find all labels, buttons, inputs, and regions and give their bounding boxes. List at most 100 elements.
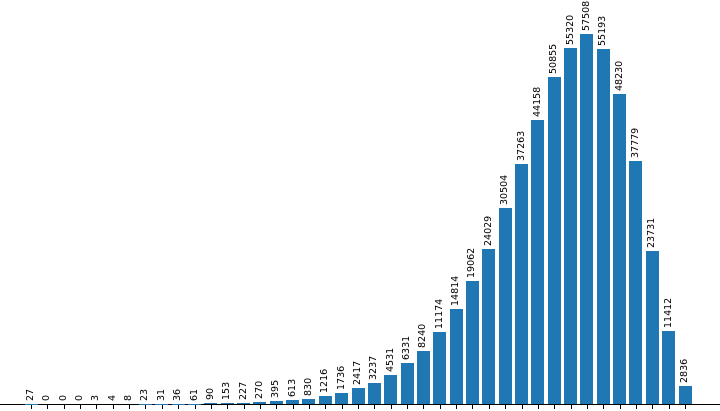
bar-value-label: 2836 [679, 358, 690, 383]
bar-value-label: 90 [204, 388, 216, 401]
bar [433, 332, 447, 404]
x-axis-tick [210, 405, 212, 409]
x-axis-tick [325, 405, 327, 409]
bar [237, 402, 251, 404]
x-axis-tick [456, 405, 458, 409]
x-axis-tick [635, 405, 637, 409]
x-axis-tick [505, 405, 507, 409]
bar-value-label: 153 [221, 381, 233, 401]
x-axis-tick [308, 405, 310, 409]
bar [580, 34, 594, 404]
x-axis-tick [227, 405, 229, 409]
bar-value-label: 37779 [629, 127, 641, 158]
x-axis-line [0, 404, 720, 405]
bar [220, 403, 234, 404]
bar [564, 48, 578, 404]
x-axis-tick [161, 405, 163, 409]
bar-value-label: 14814 [450, 275, 462, 306]
bar [613, 93, 627, 404]
bar [596, 48, 610, 404]
x-axis-tick [390, 405, 392, 409]
x-axis-tick [276, 405, 278, 409]
bar-value-label: 30504 [499, 174, 511, 205]
x-axis-tick [570, 405, 572, 409]
bar [253, 402, 267, 404]
bar [384, 374, 398, 404]
x-axis-tick [652, 405, 654, 409]
bar-value-label: 27 [25, 388, 36, 401]
bar-value-label: 37263 [515, 131, 527, 162]
bar-value-label: 830 [302, 377, 314, 396]
bar [645, 251, 659, 404]
bar-value-label: 23731 [646, 218, 658, 249]
x-axis-tick [488, 405, 490, 409]
x-axis-tick [586, 405, 588, 409]
bar [449, 308, 463, 404]
bar-value-label: 4 [106, 394, 118, 401]
bar-value-label: 395 [270, 380, 282, 399]
x-axis-tick [259, 405, 261, 409]
bar [547, 76, 561, 404]
x-axis-tick [358, 405, 359, 409]
bar [662, 330, 676, 404]
x-axis-tick [668, 405, 670, 409]
bar-value-label: 8 [123, 394, 135, 401]
x-axis-tick [423, 405, 425, 409]
bar-value-label: 3 [90, 394, 102, 401]
x-axis-tick [374, 405, 376, 409]
x-axis-tick [472, 405, 474, 409]
x-axis-tick [194, 405, 196, 409]
bar [482, 249, 496, 404]
x-axis-tick [292, 405, 294, 409]
bar-value-label: 4531 [384, 347, 396, 372]
bar-value-label: 0 [57, 394, 69, 401]
bar [335, 392, 349, 404]
bar-value-label: 11174 [433, 298, 445, 330]
x-axis-tick [80, 405, 82, 409]
x-axis-tick [619, 405, 621, 409]
bar-value-label: 11412 [662, 297, 674, 328]
bar-value-label: 36 [172, 388, 184, 401]
bar [515, 164, 528, 404]
x-axis-tick [112, 405, 114, 409]
bar [318, 396, 332, 404]
bar-value-label: 23 [139, 388, 151, 401]
x-axis-tick [31, 405, 32, 409]
x-axis-tick [439, 405, 441, 409]
x-axis-tick [47, 405, 49, 409]
bar-value-label: 24029 [482, 216, 494, 247]
x-axis-tick [685, 405, 686, 409]
x-axis-tick [407, 405, 409, 409]
bar-value-label: 6331 [401, 336, 413, 361]
bar [302, 398, 316, 404]
x-axis-tick [178, 405, 180, 409]
bar-value-label: 44158 [531, 86, 543, 117]
bar [678, 385, 692, 404]
bar-value-label: 1736 [335, 365, 347, 390]
x-axis-tick [341, 405, 343, 409]
bar [531, 119, 545, 404]
bar-value-label: 2417 [352, 361, 363, 386]
bar [367, 383, 381, 404]
x-axis-tick [243, 405, 245, 409]
x-axis-tick [603, 405, 605, 409]
bar [351, 388, 365, 404]
x-axis-tick [63, 405, 65, 409]
bar-value-label: 613 [286, 378, 298, 398]
bar-value-label: 48230 [613, 60, 625, 91]
bar-value-label: 61 [188, 388, 200, 401]
bar [629, 160, 643, 404]
bar-value-label: 0 [74, 394, 86, 401]
bar [204, 403, 218, 404]
bar-value-label: 19062 [466, 248, 478, 279]
bar-value-label: 57508 [580, 0, 592, 31]
bar-value-label: 55320 [564, 14, 576, 46]
bar [416, 351, 430, 404]
bar [498, 207, 512, 404]
bar [269, 401, 283, 404]
bar-value-label: 3237 [368, 356, 380, 381]
bar-value-label: 50855 [548, 43, 560, 74]
x-axis-tick [145, 405, 147, 409]
bar-value-label: 270 [253, 381, 265, 400]
